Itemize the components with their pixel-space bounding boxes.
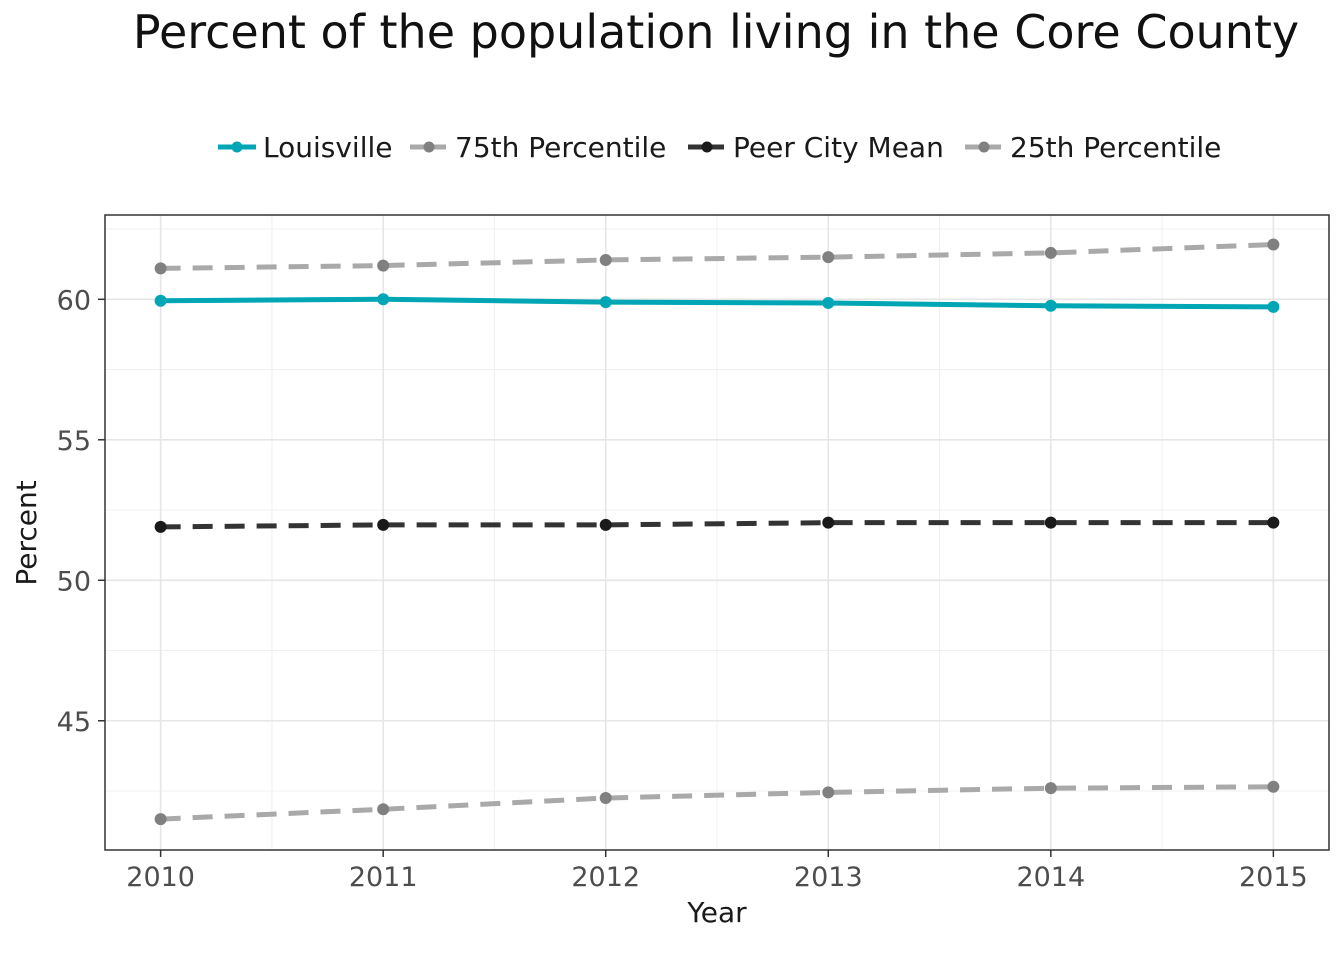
legend-item-75th-percentile: 75th Percentile bbox=[410, 131, 666, 164]
data-point-25th-percentile bbox=[822, 786, 835, 799]
data-point-75th-percentile bbox=[822, 251, 835, 264]
data-point-75th-percentile bbox=[377, 259, 390, 272]
data-point-louisville bbox=[822, 296, 835, 309]
data-point-peer-city-mean bbox=[822, 516, 835, 529]
y-tick-label: 55 bbox=[57, 426, 91, 457]
legend-key-point bbox=[978, 141, 990, 153]
legend-item-peer-city-mean: Peer City Mean bbox=[688, 131, 944, 164]
data-point-75th-percentile bbox=[1267, 238, 1280, 251]
data-point-peer-city-mean bbox=[154, 520, 167, 533]
legend-key-point bbox=[423, 141, 435, 153]
series-louisville bbox=[154, 293, 1280, 313]
series-layer bbox=[154, 238, 1280, 826]
data-point-25th-percentile bbox=[599, 792, 612, 805]
data-point-25th-percentile bbox=[377, 803, 390, 816]
data-point-75th-percentile bbox=[1044, 246, 1057, 259]
chart-title: Percent of the population living in the … bbox=[133, 5, 1299, 59]
data-point-louisville bbox=[154, 294, 167, 307]
legend-label: 75th Percentile bbox=[455, 131, 666, 164]
y-tick-label: 45 bbox=[57, 707, 91, 738]
x-tick-label: 2010 bbox=[126, 862, 195, 893]
data-point-75th-percentile bbox=[599, 253, 612, 266]
x-tick-label: 2012 bbox=[571, 862, 640, 893]
legend-item-louisville: Louisville bbox=[218, 131, 393, 164]
y-tick-label: 60 bbox=[57, 285, 91, 316]
data-point-75th-percentile bbox=[154, 262, 167, 275]
plot-panel-border bbox=[104, 214, 1330, 851]
x-tick-label: 2011 bbox=[349, 862, 418, 893]
legend: Louisville 75th Percentile Peer City Mean 2… bbox=[218, 131, 1221, 164]
data-point-louisville bbox=[377, 293, 390, 306]
x-tick-label: 2014 bbox=[1016, 862, 1085, 893]
data-point-25th-percentile bbox=[154, 813, 167, 826]
x-tick-label: 2015 bbox=[1239, 862, 1308, 893]
data-point-25th-percentile bbox=[1267, 780, 1280, 793]
series-peer-city-mean bbox=[154, 516, 1280, 533]
x-tick-label: 2013 bbox=[794, 862, 863, 893]
y-axis: 45 50 55 60 bbox=[57, 285, 105, 738]
series-line-75th-percentile bbox=[160, 242, 1274, 271]
data-point-peer-city-mean bbox=[599, 518, 612, 531]
data-point-louisville bbox=[599, 296, 612, 309]
legend-key-point bbox=[231, 141, 243, 153]
data-point-louisville bbox=[1044, 299, 1057, 312]
legend-item-25th-percentile: 25th Percentile bbox=[965, 131, 1221, 164]
data-point-peer-city-mean bbox=[1267, 516, 1280, 529]
y-tick-label: 50 bbox=[57, 566, 91, 597]
data-point-louisville bbox=[1267, 300, 1280, 313]
series-line-peer-city-mean bbox=[160, 520, 1274, 530]
grid bbox=[105, 215, 1329, 850]
x-axis-title: Year bbox=[686, 896, 747, 929]
legend-label: Louisville bbox=[263, 131, 393, 164]
legend-key-point bbox=[701, 141, 713, 153]
series-line-25th-percentile bbox=[160, 784, 1274, 822]
series-line-louisville bbox=[160, 296, 1274, 310]
data-point-25th-percentile bbox=[1044, 782, 1057, 795]
y-axis-title: Percent bbox=[10, 480, 43, 585]
legend-label: 25th Percentile bbox=[1010, 131, 1221, 164]
legend-label: Peer City Mean bbox=[733, 131, 944, 164]
data-point-peer-city-mean bbox=[1044, 516, 1057, 529]
data-point-peer-city-mean bbox=[377, 518, 390, 531]
series-75th-percentile bbox=[154, 238, 1280, 275]
series-25th-percentile bbox=[154, 780, 1280, 826]
x-axis: 2010 2011 2012 2013 2014 2015 bbox=[126, 850, 1308, 893]
